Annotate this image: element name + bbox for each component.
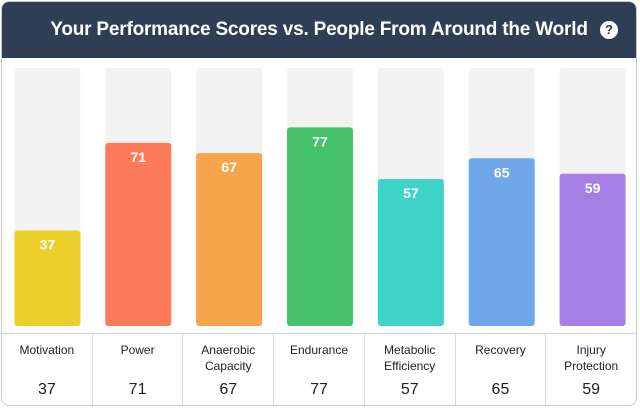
score-cell-endurance: Endurance 77 xyxy=(273,334,364,405)
score-cell-power: Power 71 xyxy=(91,334,183,405)
score-cell-injury-protection: Injury Protection 59 xyxy=(545,334,636,405)
bar-value-label: 59 xyxy=(585,180,601,196)
category-score: 67 xyxy=(219,381,238,398)
chart-title: Your Performance Scores vs. People From … xyxy=(50,19,588,40)
card-header: Your Performance Scores vs. People From … xyxy=(2,2,636,58)
category-label: Power xyxy=(120,343,155,357)
bar-injury-protection xyxy=(559,173,626,326)
bar-value-label: 71 xyxy=(130,149,146,165)
bar-value-label: 57 xyxy=(403,185,419,201)
category-label: Metabolic Efficiency xyxy=(384,343,436,373)
bar-endurance xyxy=(287,127,353,326)
category-score: 77 xyxy=(310,381,328,398)
bar-chart: 37 71 67 77 57 65 59 xyxy=(14,68,626,326)
category-score: 65 xyxy=(491,381,510,398)
bar-value-label: 37 xyxy=(40,237,56,253)
bar-recovery xyxy=(468,158,535,326)
bar-value-label: 67 xyxy=(221,159,237,175)
category-score: 37 xyxy=(37,381,56,398)
bar-metabolic-efficiency xyxy=(377,178,444,326)
score-table: Motivation 37 Power 71 Anaerobic Capacity 67 E… xyxy=(2,333,636,405)
bar-power xyxy=(105,142,172,326)
bar-value-label: 77 xyxy=(312,133,328,149)
category-score: 59 xyxy=(582,381,601,398)
category-label: Injury Protection xyxy=(564,343,619,373)
category-label: Anaerobic Capacity xyxy=(201,343,256,373)
category-score: 57 xyxy=(400,381,419,398)
bar-anaerobic-capacity xyxy=(196,153,263,326)
category-label: Motivation xyxy=(19,343,75,357)
category-label: Endurance xyxy=(289,343,349,357)
category-label: Recovery xyxy=(475,343,526,357)
category-score: 71 xyxy=(128,381,147,398)
score-cell-recovery: Recovery 65 xyxy=(454,334,546,405)
score-cell-anaerobic-capacity: Anaerobic Capacity 67 xyxy=(182,334,273,405)
bar-value-label: 65 xyxy=(494,164,510,180)
score-cell-motivation: Motivation 37 xyxy=(2,334,92,405)
help-icon[interactable]: ? xyxy=(600,21,618,39)
bar-motivation xyxy=(14,230,81,326)
score-cell-metabolic-efficiency: Metabolic Efficiency 57 xyxy=(363,334,455,405)
